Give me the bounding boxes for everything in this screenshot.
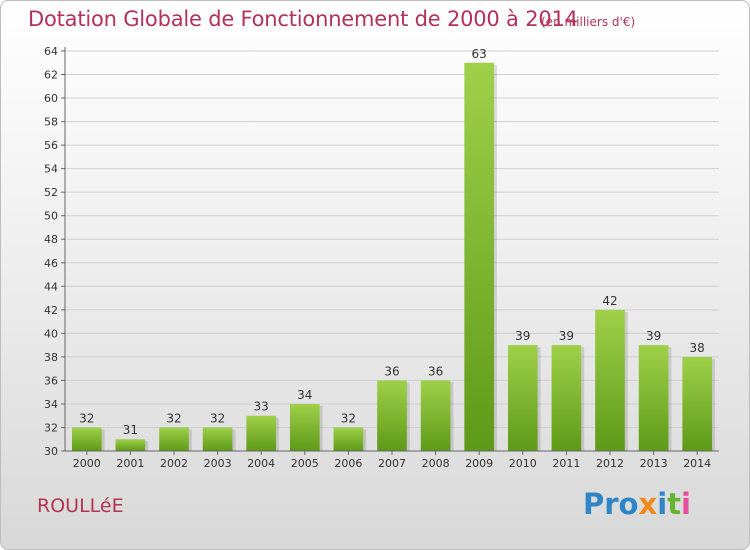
bar-value-label: 33: [254, 400, 269, 414]
bar-value-label: 32: [79, 411, 94, 425]
bar-value-label: 39: [646, 329, 661, 343]
logo-part: Pro: [583, 487, 639, 521]
logo-part: i: [657, 487, 668, 521]
logo-part: i: [681, 487, 691, 521]
x-tick-label: 2013: [640, 457, 668, 470]
bar-value-label: 32: [166, 411, 181, 425]
x-tick-label: 2008: [422, 457, 450, 470]
x-tick-label: 2006: [334, 457, 362, 470]
proxiti-logo[interactable]: Proxiti: [583, 487, 691, 521]
y-tick-label: 46: [44, 257, 58, 270]
bar: [289, 403, 320, 451]
x-tick-label: 2001: [116, 457, 144, 470]
y-tick-label: 40: [44, 327, 58, 340]
x-tick-label: 2007: [378, 457, 406, 470]
x-tick-label: 2005: [291, 457, 319, 470]
y-tick-label: 60: [44, 92, 58, 105]
y-tick-label: 42: [44, 304, 58, 317]
y-tick-label: 44: [44, 280, 58, 293]
bar-value-label: 32: [210, 411, 225, 425]
bar: [595, 309, 625, 451]
bar: [246, 415, 277, 451]
bar-value-label: 36: [384, 364, 399, 378]
x-tick-label: 2012: [596, 457, 624, 470]
x-tick-label: 2002: [160, 457, 188, 470]
bar-value-label: 38: [690, 341, 705, 355]
bar: [507, 345, 538, 451]
bar: [551, 345, 582, 451]
y-tick-label: 62: [44, 69, 58, 82]
y-tick-label: 54: [44, 163, 58, 176]
y-tick-label: 34: [44, 398, 58, 411]
x-tick-label: 2000: [73, 457, 101, 470]
y-tick-label: 32: [44, 421, 58, 434]
bar-value-label: 63: [472, 47, 487, 61]
bar-value-label: 34: [297, 388, 312, 402]
bar: [115, 439, 146, 451]
y-tick-label: 58: [44, 116, 58, 129]
bar: [464, 62, 495, 451]
x-tick-label: 2011: [552, 457, 580, 470]
y-tick-label: 52: [44, 186, 58, 199]
bar-value-label: 31: [123, 423, 138, 437]
commune-name: ROULLéE: [37, 495, 124, 517]
bar-value-label: 32: [341, 411, 356, 425]
chart-title: Dotation Globale de Fonctionnement de 20…: [28, 7, 578, 31]
logo-part: t: [667, 487, 682, 521]
chart-subtitle: (en milliers d'€): [541, 15, 636, 29]
bar: [202, 427, 233, 451]
x-tick-label: 2014: [683, 457, 711, 470]
bar-value-label: 36: [428, 364, 443, 378]
bar-value-label: 39: [515, 329, 530, 343]
bar: [159, 427, 189, 451]
y-tick-label: 64: [44, 45, 58, 58]
y-tick-label: 50: [44, 210, 58, 223]
bar-value-label: 39: [559, 329, 574, 343]
y-tick-label: 56: [44, 139, 58, 152]
bar: [333, 427, 364, 451]
y-tick-label: 48: [44, 233, 58, 246]
x-tick-label: 2009: [465, 457, 493, 470]
y-tick-label: 30: [44, 445, 58, 458]
y-tick-label: 36: [44, 374, 58, 387]
bar: [638, 345, 669, 451]
x-tick-label: 2004: [247, 457, 275, 470]
x-tick-label: 2003: [204, 457, 232, 470]
bar: [420, 380, 451, 451]
bar-value-label: 42: [602, 294, 617, 308]
bar: [682, 356, 713, 451]
y-tick-label: 38: [44, 351, 58, 364]
x-tick-label: 2010: [509, 457, 537, 470]
bar: [377, 380, 407, 451]
bar: [71, 427, 102, 451]
logo-part: x: [638, 487, 658, 521]
